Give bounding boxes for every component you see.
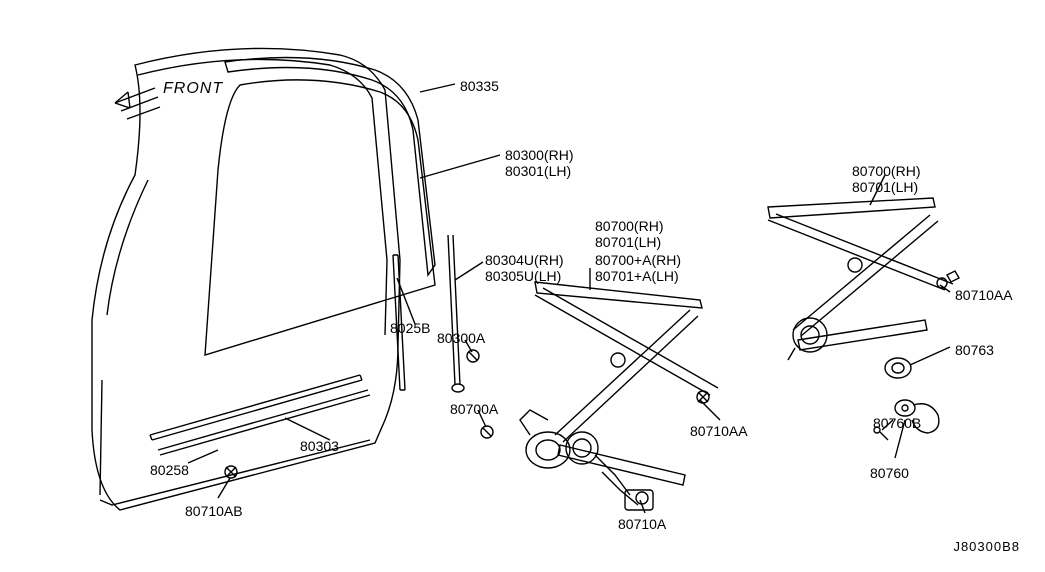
- label-80760: 80760: [870, 465, 909, 481]
- label-80335: 80335: [460, 78, 499, 94]
- channel-80304U: [448, 235, 464, 392]
- label-80700-2: 80700(RH): [852, 163, 920, 179]
- front-label: FRONT: [163, 80, 223, 98]
- weatherstrip-80303: [150, 375, 362, 440]
- label-80303: 80303: [300, 438, 339, 454]
- label-80700pA: 80700+A(RH): [595, 252, 681, 268]
- front-arrow: [115, 88, 160, 119]
- diagram-svg: [0, 0, 1045, 572]
- regulator-right: [768, 198, 953, 360]
- label-80710AB: 80710AB: [185, 503, 243, 519]
- label-80305U: 80305U(LH): [485, 268, 561, 284]
- bolt-80710AA-1: [697, 391, 709, 403]
- diagram-container: FRONT 80335 80300(RH) 80301(LH) 8025B 80…: [0, 0, 1045, 572]
- bolt-80710A: [636, 492, 648, 504]
- label-80760B: 80760B: [873, 415, 921, 431]
- label-80701pA: 80701+A(LH): [595, 268, 679, 284]
- diagram-id: J80300B8: [953, 539, 1020, 554]
- label-80701-2: 80701(LH): [852, 179, 918, 195]
- label-80710AA-2: 80710AA: [955, 287, 1013, 303]
- label-80301: 80301(LH): [505, 163, 571, 179]
- door-panel: [92, 48, 400, 510]
- screw-80300A: [467, 350, 479, 362]
- label-80304U: 80304U(RH): [485, 252, 564, 268]
- regulator-center: [520, 282, 718, 510]
- label-80700A: 80700A: [450, 401, 498, 417]
- label-80701-1: 80701(LH): [595, 234, 661, 250]
- label-80710AA-1: 80710AA: [690, 423, 748, 439]
- screw-80700A: [481, 426, 493, 438]
- glass-run-80335: [225, 58, 435, 276]
- label-80258: 80258: [150, 462, 189, 478]
- escutcheon-80763: [885, 358, 911, 378]
- label-8025B: 8025B: [390, 320, 430, 336]
- label-80300A: 80300A: [437, 330, 485, 346]
- label-80300: 80300(RH): [505, 147, 573, 163]
- label-80710A: 80710A: [618, 516, 666, 532]
- bolt-80710AB: [225, 466, 237, 478]
- label-80763: 80763: [955, 342, 994, 358]
- label-80700-1: 80700(RH): [595, 218, 663, 234]
